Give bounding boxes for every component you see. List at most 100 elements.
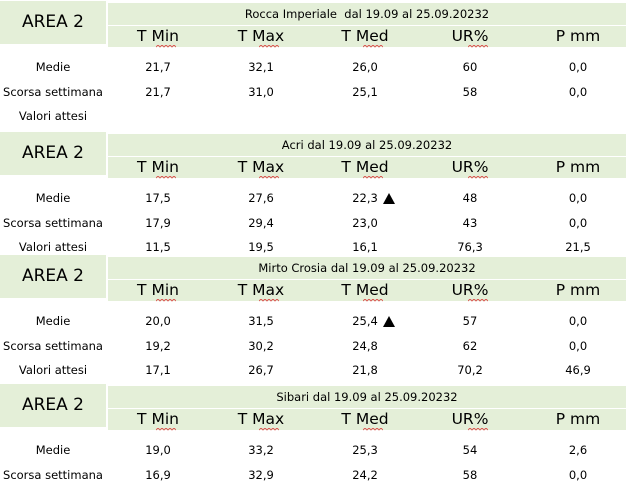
data-row: Medie 17,5 27,6 22,3 48 0,0 (0, 186, 626, 210)
station-block: AREA 2 Acri dal 19.09 al 25.09.20232 T Min… (0, 131, 626, 256)
cell-value: 58 (462, 84, 478, 99)
column-header-label: P mm (555, 158, 601, 176)
cell-value: 0,0 (568, 314, 588, 328)
row-label: Scorsa settimana (3, 215, 103, 230)
cell-value: 21,7 (145, 60, 171, 74)
row-label: Scorsa settimana (3, 467, 103, 482)
row-label: Medie (35, 314, 71, 328)
cell-value: 76,3 (457, 240, 483, 254)
data-row: Valori attesi 11,5 19,5 16,1 76,3 21,5 (0, 235, 626, 259)
column-header: UR% (420, 26, 520, 48)
spellcheck-underline (156, 45, 176, 48)
station-title: Acri dal 19.09 al 25.09.20232 (108, 134, 626, 157)
cell-value: 16,1 (352, 240, 378, 254)
column-header-label: UR% (451, 158, 489, 176)
cell-value: 60 (462, 60, 478, 74)
station-title: Rocca Imperiale dal 19.09 al 25.09.20232 (108, 3, 626, 26)
column-header-label: T Med (341, 410, 389, 428)
cell-value: 26,7 (248, 363, 274, 377)
column-header-label: T Max (237, 281, 285, 299)
column-header: P mm (528, 280, 626, 301)
column-header-label: T Max (237, 27, 285, 45)
column-header-label: T Max (237, 158, 285, 176)
column-header: T Med (315, 26, 415, 48)
spellcheck-underline (363, 45, 383, 48)
cell-value: 48 (462, 191, 478, 205)
cell-value: 26,0 (352, 60, 378, 74)
row-label: Medie (35, 191, 71, 205)
cell-value (420, 104, 520, 128)
row-label: Valori attesi (18, 109, 88, 123)
cell-value (211, 104, 311, 128)
column-header: P mm (528, 26, 626, 47)
data-row: Medie 19,0 33,2 25,3 54 2,6 (0, 438, 626, 462)
column-header: T Min (108, 157, 208, 179)
spellcheck-underline (156, 176, 176, 179)
cell-value: 21,7 (145, 84, 171, 99)
data-row: Scorsa settimana 16,9 32,9 24,2 58 0,0 (0, 463, 626, 487)
column-header: T Med (315, 280, 415, 302)
area-label: AREA 2 (0, 384, 106, 427)
column-header-label: T Max (237, 410, 285, 428)
cell-value: 21,5 (565, 240, 591, 254)
column-header-label: P mm (555, 410, 601, 428)
column-header-label: T Min (137, 410, 179, 428)
cell-value (108, 104, 208, 128)
cell-value: 23,0 (352, 215, 378, 230)
column-header-label: UR% (451, 281, 489, 299)
cell-value: 2,6 (568, 443, 588, 457)
data-row: Valori attesi 17,1 26,7 21,8 70,2 46,9 (0, 358, 626, 382)
cell-value: 31,5 (248, 314, 274, 328)
station-title: Sibari dal 19.09 al 25.09.20232 (108, 386, 626, 409)
spellcheck-underline (468, 176, 488, 179)
row-label: Medie (35, 443, 71, 457)
cell-value: 62 (462, 338, 478, 353)
cell-value: 0,0 (568, 84, 588, 99)
cell-value: 0,0 (568, 215, 588, 230)
cell-value (528, 104, 626, 128)
cell-value: 29,4 (248, 215, 274, 230)
cell-value: 17,5 (145, 191, 171, 205)
cell-value: 27,6 (248, 191, 274, 205)
cell-value: 0,0 (568, 467, 588, 482)
spellcheck-underline (363, 299, 383, 302)
cell-value: 54 (462, 443, 478, 457)
cell-value: 19,2 (145, 338, 171, 353)
spellcheck-underline (468, 299, 488, 302)
cell-value: 16,9 (145, 467, 171, 482)
area-label: AREA 2 (0, 255, 106, 298)
spellcheck-underline (259, 299, 279, 302)
area-label: AREA 2 (0, 132, 106, 175)
row-label: Valori attesi (18, 240, 88, 254)
cell-value: 24,2 (352, 467, 378, 482)
data-row: Medie 21,7 32,1 26,0 60 0,0 (0, 55, 626, 79)
row-label: Medie (35, 60, 71, 74)
data-row: Scorsa settimana 17,9 29,4 23,0 43 0,0 (0, 211, 626, 235)
cell-value: 20,0 (145, 314, 171, 328)
cell-value: 46,9 (565, 363, 591, 377)
spellcheck-underline (259, 45, 279, 48)
spellcheck-underline (156, 299, 176, 302)
cell-value: 31,0 (248, 84, 274, 99)
cell-value: 24,8 (352, 338, 378, 353)
column-header: T Min (108, 280, 208, 302)
data-row: Medie 20,0 31,5 25,4 57 0,0 (0, 309, 626, 333)
column-header-label: UR% (451, 410, 489, 428)
cell-value: 19,5 (248, 240, 274, 254)
cell-value: 17,9 (145, 215, 171, 230)
column-header: UR% (420, 157, 520, 179)
cell-value: 32,1 (248, 60, 274, 74)
station-block: AREA 2 Sibari dal 19.09 al 25.09.20232 T M… (0, 383, 626, 486)
row-label: Valori attesi (18, 363, 88, 377)
column-header-label: T Min (137, 281, 179, 299)
spellcheck-underline (468, 428, 488, 431)
column-header-label: T Med (341, 158, 389, 176)
spellcheck-underline (259, 176, 279, 179)
column-header: T Min (108, 26, 208, 48)
column-header: T Max (211, 280, 311, 302)
column-header: P mm (528, 157, 626, 178)
row-label: Scorsa settimana (3, 338, 103, 353)
column-header: T Min (108, 409, 208, 431)
cell-value: 25,1 (352, 84, 378, 99)
